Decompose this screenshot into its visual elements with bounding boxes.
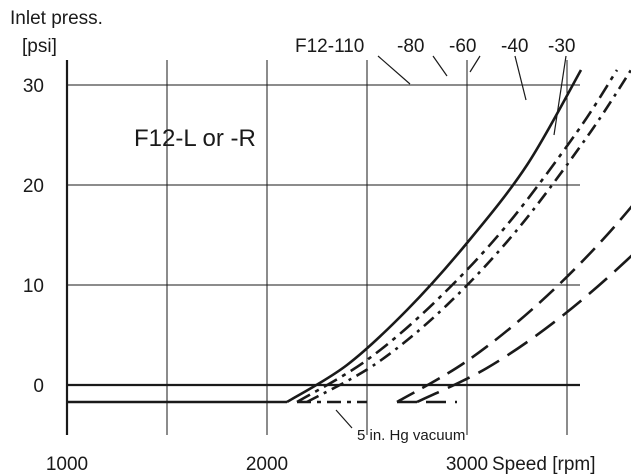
tick-labels: 10002000300040000102030 <box>23 76 488 475</box>
x-tick-label: 2000 <box>246 454 288 475</box>
series-label-f12-110: F12-110 <box>295 36 364 57</box>
series-curve-f12110 <box>286 69 583 404</box>
label-leader-lines <box>335 55 567 429</box>
leader-40 <box>514 55 527 101</box>
x-tick-label: 1000 <box>46 454 88 475</box>
series-curve-60 <box>306 69 631 404</box>
series-curve-40 <box>396 205 631 404</box>
series-curves <box>67 69 631 404</box>
x-axis-title: Speed [rpm] <box>492 454 596 475</box>
text-labels: Inlet press. [psi] Speed [rpm] F12-L or … <box>10 8 596 475</box>
series-label-60: -60 <box>449 36 476 57</box>
series-curve-80 <box>296 69 619 404</box>
y-tick-label: 0 <box>33 376 44 397</box>
series-label-80: -80 <box>397 36 424 57</box>
vacuum-note: 5 in. Hg vacuum <box>357 427 465 444</box>
x-tick-label: 3000 <box>446 454 488 475</box>
y-tick-label: 20 <box>23 176 44 197</box>
y-tick-label: 30 <box>23 76 44 97</box>
leader-60 <box>469 55 481 73</box>
series-label-30: -30 <box>548 36 575 57</box>
series-curve-30 <box>416 254 631 404</box>
grid-lines <box>65 60 580 435</box>
chart-inner-label: F12-L or -R <box>134 125 256 152</box>
y-tick-label: 10 <box>23 276 44 297</box>
leader-f12-110 <box>377 55 411 85</box>
series-label-40: -40 <box>501 36 528 57</box>
leader-vacuum-note <box>335 409 353 429</box>
y-axis-title-line2: [psi] <box>22 36 57 57</box>
y-axis-title-line1: Inlet press. <box>10 8 103 29</box>
leader-30 <box>553 55 567 136</box>
leader-80 <box>432 55 448 77</box>
